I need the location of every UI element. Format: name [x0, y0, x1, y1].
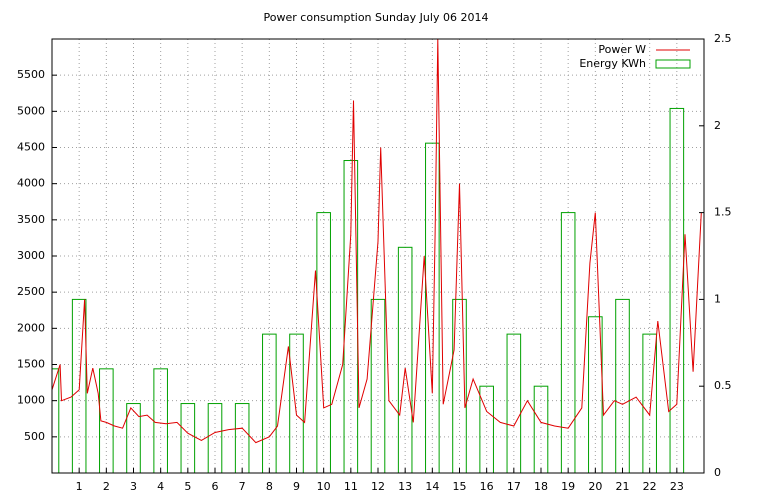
x-tick-label: 7: [239, 480, 246, 493]
legend-label: Power W: [598, 43, 646, 56]
x-tick-label: 8: [266, 480, 273, 493]
energy-box: [180, 403, 196, 473]
y-tick-label: 1500: [17, 358, 45, 371]
x-tick-label: 22: [643, 480, 657, 493]
axes: 1 2 3 4 5 6 7 8 9 10 11 12 13 14 15 16 17 18 19 20 21 22 23500…: [17, 32, 732, 493]
x-tick-label: 18: [534, 480, 548, 493]
energy-box: [615, 298, 630, 473]
x-tick-label: 17: [507, 480, 521, 493]
y2-tick-label: 0.5: [714, 379, 732, 392]
energy-box: [126, 403, 141, 473]
power-line: [52, 39, 702, 444]
energy-box: [234, 403, 250, 473]
x-tick-label: 21: [616, 480, 630, 493]
y2-tick-label: 2.5: [714, 32, 732, 45]
energy-box: [99, 368, 114, 473]
x-tick-label: 12: [371, 480, 385, 493]
energy-box: [370, 298, 386, 473]
legend-swatch: [655, 59, 691, 69]
y2-tick-label: 0: [714, 466, 721, 479]
energy-box: [452, 298, 467, 473]
x-tick-label: 15: [453, 480, 467, 493]
y-tick-label: 4500: [17, 141, 45, 154]
energy-box: [425, 142, 440, 473]
energy-box: [316, 212, 331, 473]
energy-box: [533, 385, 549, 473]
energy-box: [560, 212, 576, 473]
energy-box: [642, 333, 657, 473]
y-tick-label: 5000: [17, 104, 45, 117]
y-tick-label: 1000: [17, 394, 45, 407]
y-tick-label: 500: [24, 430, 45, 443]
plot-area: [52, 39, 702, 473]
y-tick-label: 5500: [17, 68, 45, 81]
y-tick-label: 3500: [17, 213, 45, 226]
energy-box: [506, 333, 522, 473]
x-tick-label: 4: [157, 480, 164, 493]
x-tick-label: 10: [317, 480, 331, 493]
x-tick-label: 6: [212, 480, 219, 493]
x-tick-label: 2: [103, 480, 110, 493]
y2-tick-label: 2: [714, 119, 721, 132]
x-tick-label: 5: [184, 480, 191, 493]
energy-box: [479, 385, 494, 473]
y-tick-label: 2500: [17, 285, 45, 298]
x-tick-label: 11: [344, 480, 358, 493]
energy-box: [71, 298, 87, 473]
y-tick-label: 2000: [17, 321, 45, 334]
energy-box: [669, 107, 685, 473]
x-tick-label: 13: [398, 480, 412, 493]
x-tick-label: 1: [76, 480, 83, 493]
energy-box: [289, 333, 304, 473]
energy-box: [52, 368, 60, 473]
energy-box: [207, 403, 223, 473]
x-tick-label: 14: [425, 480, 439, 493]
x-tick-label: 20: [588, 480, 602, 493]
grid: [52, 39, 704, 473]
y-tick-label: 4000: [17, 177, 45, 190]
x-tick-label: 19: [561, 480, 575, 493]
y2-tick-label: 1: [714, 292, 721, 305]
legend-label: Energy KWh: [579, 57, 646, 70]
y2-tick-label: 1.5: [714, 206, 732, 219]
x-tick-label: 23: [670, 480, 684, 493]
y-tick-label: 3000: [17, 249, 45, 262]
x-tick-label: 16: [480, 480, 494, 493]
energy-box: [588, 316, 603, 473]
chart-title: Power consumption Sunday July 06 2014: [264, 11, 489, 24]
x-tick-label: 9: [293, 480, 300, 493]
energy-box: [397, 246, 413, 473]
x-tick-label: 3: [130, 480, 137, 493]
energy-box: [262, 333, 277, 473]
